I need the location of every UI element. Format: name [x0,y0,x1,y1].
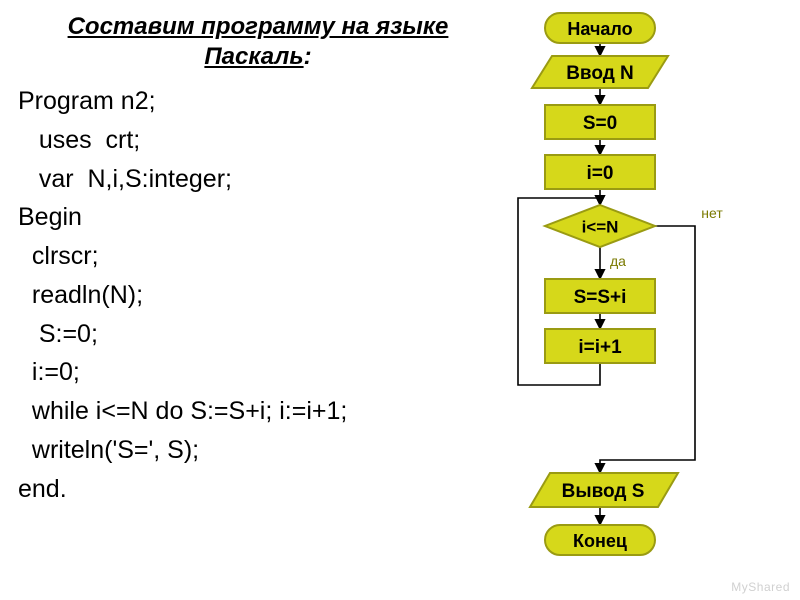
code-line: while i<=N do S:=S+i; i:=i+1; [18,392,498,431]
node-ii1-label: i=i+1 [578,337,622,358]
code-line: S:=0; [18,315,498,354]
code-line: readln(N); [18,276,498,315]
node-end-label: Конец [573,531,627,551]
code-line: writeln('S=', S); [18,431,498,470]
title-suffix: : [304,43,312,70]
flowchart-svg: Начало Ввод N S=0 i=0 i<=N да нет S=S+i … [500,0,800,600]
code-line: end. [18,470,498,509]
node-i0-label: i=0 [587,163,614,184]
node-s0-label: S=0 [583,113,617,134]
code-line: i:=0; [18,353,498,392]
node-input-label: Ввод N [566,63,634,84]
node-ssi-label: S=S+i [574,287,627,308]
code-line: Begin [18,198,498,237]
code-line: uses crt; [18,121,498,160]
code-line: clrscr; [18,237,498,276]
code-line: Program n2; [18,82,498,121]
title-underlined: Составим программу на языке Паскаль [68,13,449,70]
watermark: MyShared [731,580,790,594]
slide-title: Составим программу на языке Паскаль: [18,12,498,72]
branch-no-label: нет [701,205,723,221]
node-output-label: Вывод S [562,481,645,502]
flowchart: Начало Ввод N S=0 i=0 i<=N да нет S=S+i … [500,0,800,600]
code-line: var N,i,S:integer; [18,160,498,199]
branch-yes-label: да [610,253,626,269]
node-decision-label: i<=N [582,217,619,236]
code-block: Program n2; uses crt; var N,i,S:integer;… [18,82,498,508]
code-pane: Составим программу на языке Паскаль: Pro… [18,12,498,508]
node-start-label: Начало [567,19,632,39]
